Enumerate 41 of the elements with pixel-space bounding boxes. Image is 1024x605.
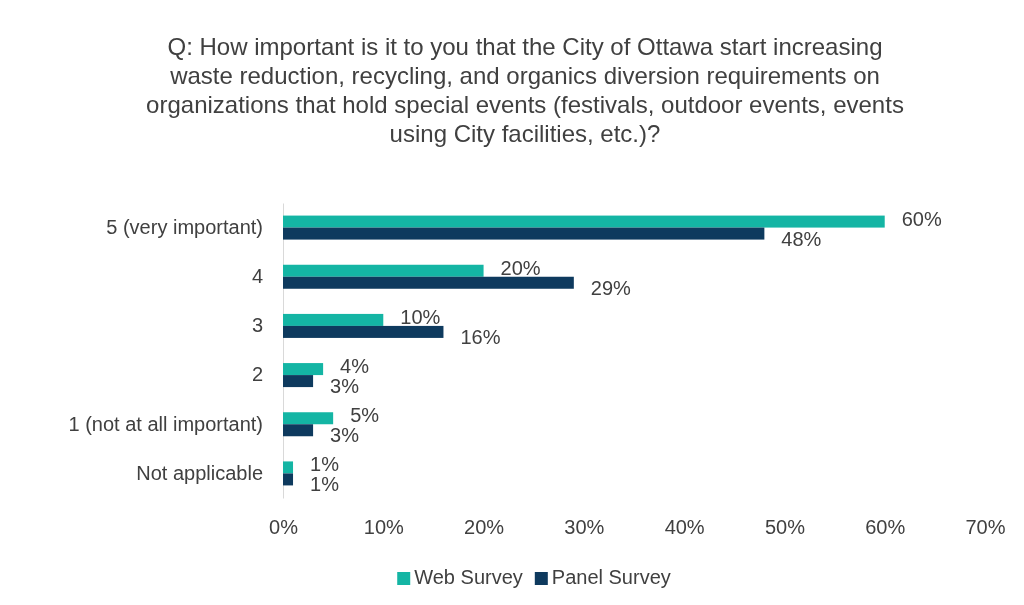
bar — [283, 313, 384, 326]
x-tick-label: 30% — [564, 516, 605, 539]
y-tick-label: 2 — [251, 363, 263, 386]
bar — [283, 227, 765, 240]
data-label: 4% — [340, 355, 370, 378]
bar — [283, 325, 444, 338]
chart-title: Q: How important is it to you that the City of Ottawa start increasing waste reduction, recycling, and organics diversion requirements on organizations that hold special events (festivals, outdoor events, events using City facilities, etc.)? — [146, 33, 904, 147]
bar — [283, 461, 294, 474]
y-tick-label: 3 — [251, 314, 263, 337]
x-tick-label: 70% — [965, 516, 1006, 539]
bar — [283, 264, 484, 277]
x-tick-label: 50% — [764, 516, 806, 539]
legend-label: Panel Survey — [551, 566, 671, 588]
data-label: 16% — [460, 325, 501, 348]
bar — [283, 412, 334, 425]
x-tick-label: 10% — [363, 516, 405, 539]
y-tick-label: Not applicable — [136, 461, 263, 484]
data-label: 3% — [330, 424, 360, 447]
x-tick-label: 60% — [865, 516, 906, 539]
bar — [283, 276, 574, 289]
data-label: 48% — [781, 227, 822, 250]
data-label: 10% — [400, 305, 441, 328]
data-label: 5% — [350, 404, 380, 427]
y-tick-label: 4 — [251, 265, 263, 288]
data-label: 1% — [310, 453, 340, 476]
legend-label: Web Survey — [414, 566, 523, 588]
x-tick-label: 20% — [464, 516, 505, 539]
bar — [283, 363, 324, 376]
data-label: 60% — [901, 207, 942, 230]
bar — [283, 215, 885, 228]
x-tick-label: 40% — [664, 516, 705, 539]
data-label: 3% — [330, 375, 360, 398]
bar — [283, 424, 314, 437]
data-label: 1% — [310, 473, 340, 496]
data-label: 29% — [590, 276, 632, 299]
bar — [283, 473, 294, 486]
data-label: 20% — [500, 256, 541, 279]
y-tick-label: 5 (very important) — [106, 215, 263, 238]
x-tick-label: 0% — [269, 516, 299, 539]
y-tick-label: 1 (not at all important) — [68, 412, 263, 435]
bar — [283, 375, 314, 388]
